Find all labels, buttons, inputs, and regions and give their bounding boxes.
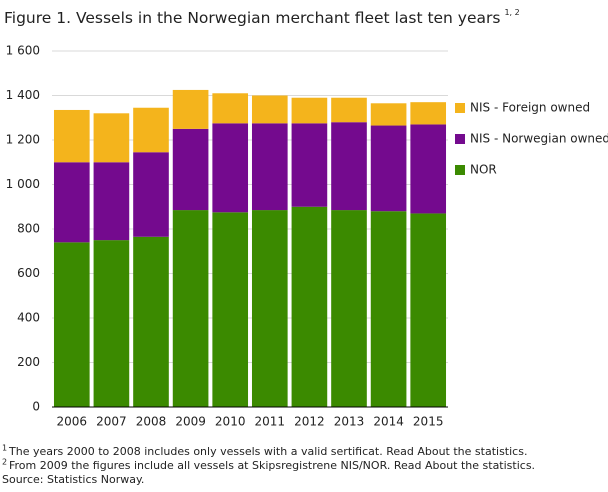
bar — [251, 210, 288, 407]
legend-swatch — [455, 103, 465, 113]
footnote-marker: 1 — [2, 444, 7, 453]
y-tick-label: 1 600 — [6, 44, 40, 58]
footnote-text: The years 2000 to 2008 includes only ves… — [8, 445, 527, 458]
footnote-text: From 2009 the figures include all vessel… — [9, 459, 535, 472]
bar — [53, 162, 90, 243]
y-tick-label: 600 — [17, 266, 40, 280]
bar — [410, 124, 447, 214]
y-tick-label: 200 — [17, 355, 40, 369]
legend-swatch — [455, 165, 465, 175]
bar — [93, 240, 130, 407]
bar — [212, 123, 249, 213]
bar — [370, 211, 407, 407]
x-tick-label: 2009 — [175, 415, 206, 429]
x-tick-label: 2013 — [334, 415, 365, 429]
bar — [53, 242, 90, 407]
x-tick-label: 2007 — [96, 415, 127, 429]
footnote-marker: 2 — [2, 458, 7, 467]
bar — [133, 107, 169, 153]
x-tick-label: 2011 — [255, 415, 286, 429]
bar — [331, 210, 367, 407]
x-tick-label: 2010 — [215, 415, 246, 429]
bar — [172, 210, 209, 407]
bar — [370, 125, 407, 212]
x-tick-label: 2008 — [136, 415, 167, 429]
x-tick-label: 2014 — [373, 415, 404, 429]
bar — [291, 206, 328, 407]
x-tick-label: 2015 — [413, 415, 444, 429]
y-tick-label: 1 200 — [6, 133, 40, 147]
legend-label: NOR — [470, 163, 497, 177]
bar — [251, 123, 288, 211]
legend-swatch — [455, 134, 465, 144]
legend-label: NIS - Foreign owned — [470, 101, 590, 115]
title-text: Figure 1. Vessels in the Norwegian merch… — [4, 9, 500, 27]
legend-label: NIS - Norwegian owned — [470, 132, 608, 146]
bar — [291, 97, 328, 124]
bar — [212, 212, 249, 407]
bar — [370, 103, 407, 126]
bar — [172, 89, 209, 129]
source: Source: Statistics Norway. — [2, 473, 144, 486]
y-tick-label: 1 000 — [6, 177, 40, 191]
x-tick-label: 2012 — [294, 415, 325, 429]
y-tick-label: 400 — [17, 311, 40, 325]
bar — [410, 213, 447, 407]
y-tick-label: 800 — [17, 222, 40, 236]
bar — [331, 122, 367, 211]
bar — [331, 97, 367, 123]
bar — [212, 93, 249, 124]
title-note: 1, 2 — [504, 8, 519, 17]
bar — [251, 95, 288, 124]
y-tick-label: 0 — [32, 400, 40, 414]
bar — [410, 102, 447, 125]
x-tick-label: 2006 — [57, 415, 88, 429]
bar — [133, 236, 169, 407]
bar — [93, 162, 130, 241]
chart-title: Figure 1. Vessels in the Norwegian merch… — [4, 8, 520, 27]
bar — [172, 128, 209, 211]
bar — [133, 152, 169, 237]
bar — [291, 123, 328, 207]
bar — [93, 113, 130, 163]
y-tick-label: 1 400 — [6, 88, 40, 102]
bar — [53, 109, 90, 163]
